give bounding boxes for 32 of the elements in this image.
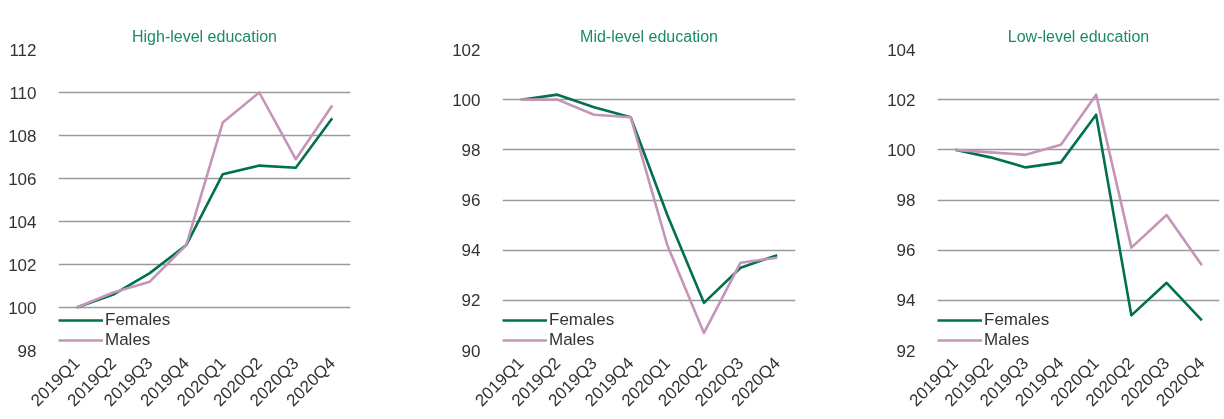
y-tick-label: 92 [896, 341, 916, 361]
chart-title: High-level education [132, 27, 277, 45]
legend-label: Females [549, 310, 615, 330]
legend-label: Females [105, 310, 171, 330]
y-tick-label: 106 [8, 169, 37, 189]
y-tick-label: 96 [461, 191, 481, 210]
line-series [953, 93, 1204, 267]
legend-label: Males [984, 330, 1030, 350]
y-tick-label: 98 [896, 191, 916, 210]
legend-label: Males [105, 330, 151, 350]
y-tick-label: 102 [8, 255, 37, 275]
y-tick-label: 96 [896, 241, 916, 261]
y-tick-label: 98 [461, 140, 481, 160]
y-tick-label: 94 [896, 291, 916, 311]
legend-label: Females [984, 310, 1050, 330]
y-tick-label: 104 [887, 40, 916, 60]
y-tick-label: 102 [887, 90, 916, 110]
y-tick-label: 112 [9, 40, 37, 60]
y-tick-label: 104 [8, 212, 37, 232]
y-tick-label: 92 [461, 291, 481, 311]
y-tick-label: 100 [452, 90, 481, 110]
y-tick-label: 108 [8, 126, 37, 146]
y-tick-label: 100 [887, 140, 916, 160]
chart-title: Mid-level education [580, 27, 718, 45]
y-tick-label: 100 [8, 298, 37, 318]
legend-label: Males [549, 330, 595, 350]
y-tick-label: 94 [461, 241, 481, 261]
y-tick-label: 98 [17, 341, 37, 361]
y-tick-label: 110 [9, 83, 37, 103]
chart-title: Low-level education [1007, 27, 1150, 45]
y-tick-label: 90 [461, 341, 481, 361]
y-tick-label: 102 [452, 40, 481, 60]
